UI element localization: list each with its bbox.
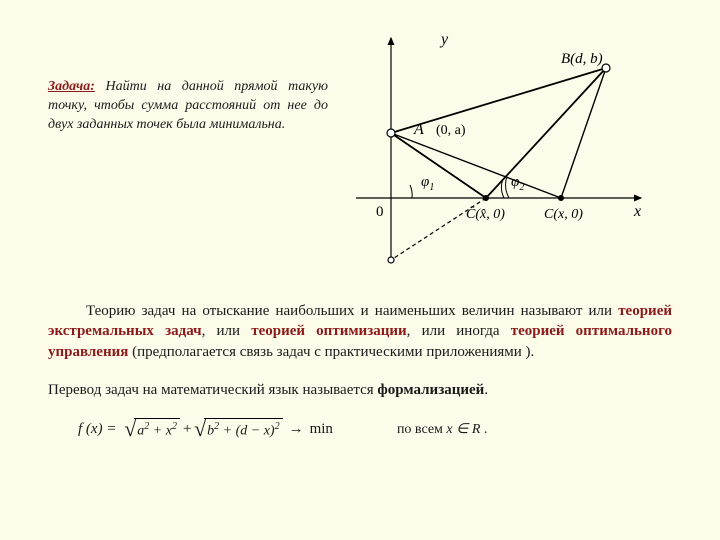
formula-expression: f (x) = a2 + x2 + b2 + (d − x)2 → min <box>78 418 333 440</box>
p1t4: (предполагается связь задач с практическ… <box>128 344 534 360</box>
svg-text:y: y <box>439 31 449 48</box>
rhs-post: . <box>480 422 487 437</box>
problem-statement: Задача: Найти на данной прямой такую точ… <box>48 28 328 273</box>
diagram: x y 0 A (0, a) B(d, b) Ĉ(x̂, 0) C(x, 0) φ1 φ2 <box>346 28 672 273</box>
theory-paragraph: Теорию задач на отыскание наибольших и н… <box>48 301 672 362</box>
formula-plus: + <box>182 421 192 438</box>
p1h2: теорией оптимизации <box>251 323 406 339</box>
svg-text:B(d, b): B(d, b) <box>561 51 603 67</box>
formula-domain: по всем x ∈ R . <box>397 421 487 438</box>
rhs-pre: по всем <box>397 422 446 437</box>
sqrt-2: b2 + (d − x)2 <box>194 418 283 440</box>
p1t1: Теорию задач на отыскание наибольших и н… <box>86 303 618 319</box>
formula-arrow: → <box>289 421 304 438</box>
svg-text:φ1: φ1 <box>421 174 434 193</box>
svg-text:φ2: φ2 <box>511 174 524 193</box>
svg-text:(0, a): (0, a) <box>436 123 466 138</box>
p1t3: , или иногда <box>407 323 511 339</box>
svg-text:0: 0 <box>376 204 384 220</box>
formula-row: f (x) = a2 + x2 + b2 + (d − x)2 → min по… <box>48 418 672 440</box>
svg-text:A: A <box>413 121 424 138</box>
p2b1: формализацией <box>377 382 484 398</box>
svg-text:Ĉ(x̂, 0): Ĉ(x̂, 0) <box>466 205 505 222</box>
formula-min: min <box>310 421 333 438</box>
p1t2: , или <box>202 323 252 339</box>
svg-text:C(x, 0): C(x, 0) <box>544 207 583 222</box>
formalization-paragraph: Перевод задач на математический язык наз… <box>48 380 672 400</box>
svg-text:x: x <box>633 203 641 220</box>
p2t1: Перевод задач на математический язык наз… <box>48 382 377 398</box>
rhs-math: x ∈ R <box>446 422 480 437</box>
sqrt-1: a2 + x2 <box>124 418 180 440</box>
p2t2: . <box>484 382 488 398</box>
formula-lhs: f (x) = <box>78 421 116 438</box>
problem-lead: Задача: <box>48 79 95 94</box>
